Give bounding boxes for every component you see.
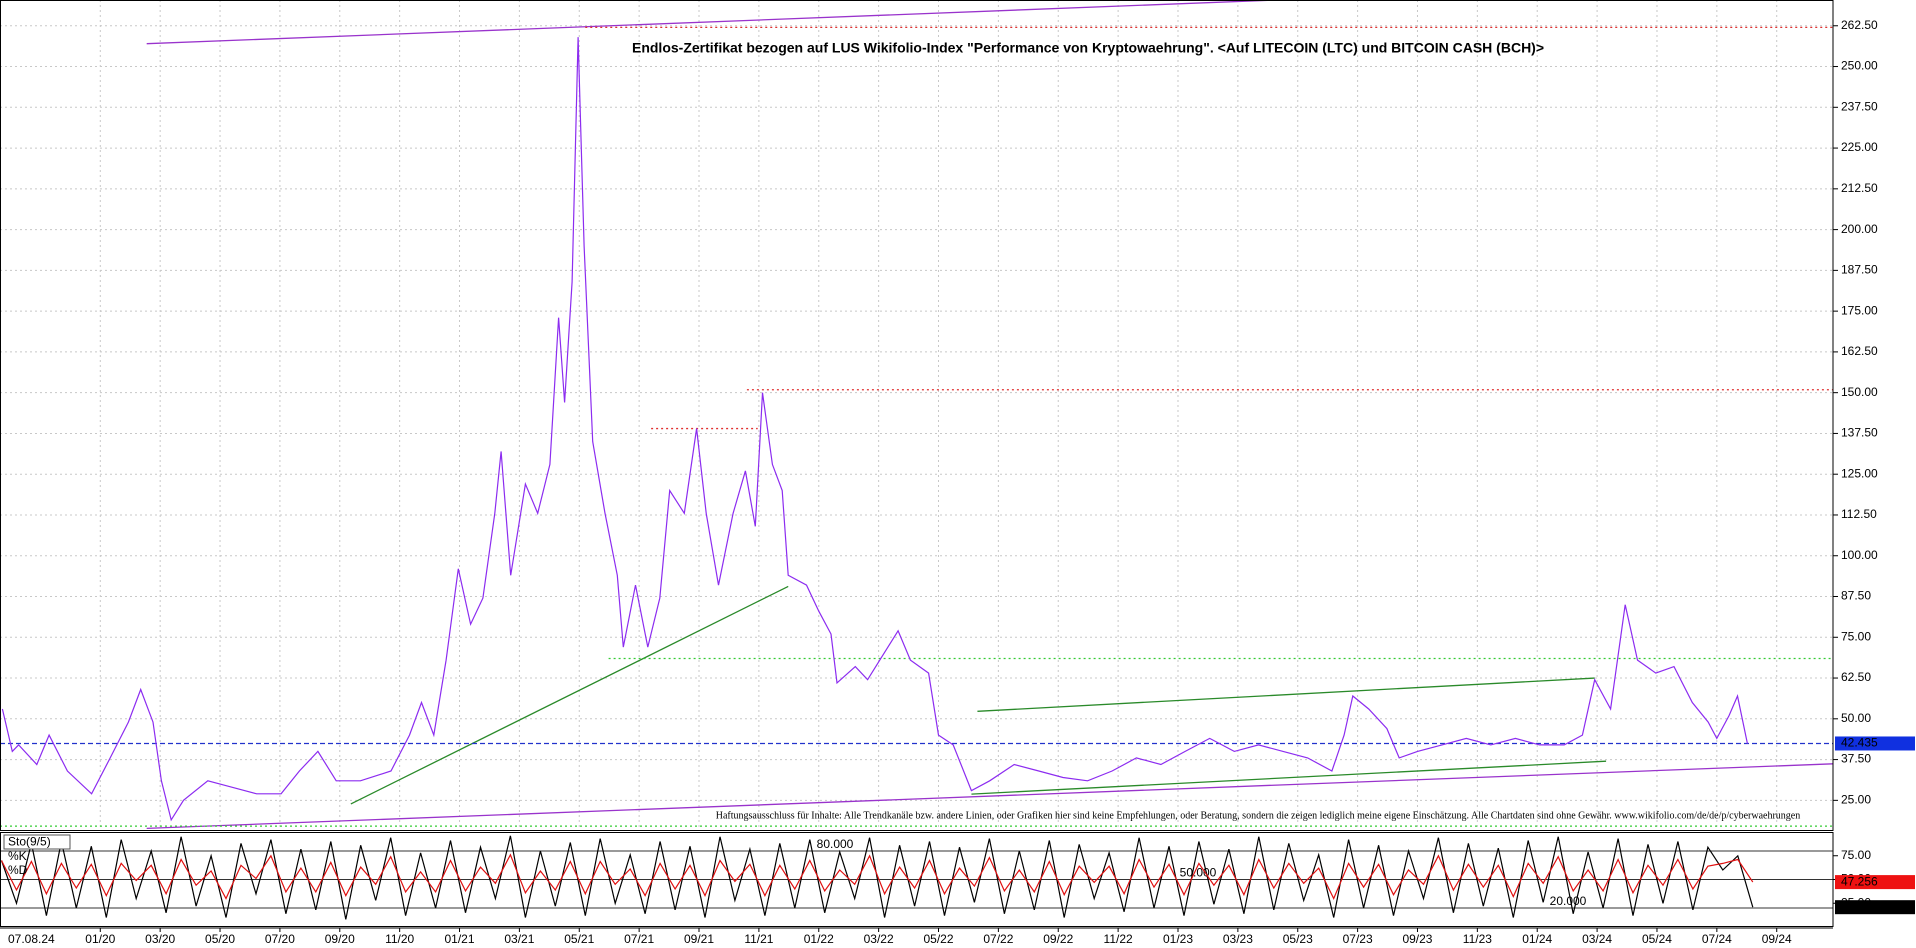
y-tick-label: 87.50: [1841, 589, 1871, 603]
x-tick-label: 01/24: [1522, 932, 1552, 946]
y-tick-label: 250.00: [1841, 59, 1878, 73]
x-tick-label: 11/20: [385, 932, 414, 946]
y-tick-label: 137.50: [1841, 426, 1878, 440]
y-tick-label: 175.00: [1841, 303, 1878, 317]
y-tick-label: 75.00: [1841, 629, 1871, 643]
last-value-label: 47.256: [1841, 874, 1878, 888]
y-tick-label: 225.00: [1841, 140, 1878, 154]
x-tick-label: 07/20: [265, 932, 295, 946]
y-tick-label: 37.50: [1841, 752, 1871, 766]
x-tick-label: 03/24: [1582, 932, 1612, 946]
y-tick-label: 25.00: [1841, 793, 1871, 807]
trendline: [146, 763, 1834, 830]
y-tick-label: 75.00: [1841, 848, 1871, 862]
legend-entry: %K: [8, 849, 27, 863]
x-tick-label: 01/23: [1163, 932, 1193, 946]
x-tick-label: 11/23: [1463, 932, 1492, 946]
y-tick-label: 50.00: [1841, 711, 1871, 725]
last-value-box: [1835, 875, 1915, 890]
indicator-box: [3, 834, 71, 850]
x-tick-label: 03/23: [1223, 932, 1253, 946]
x-tick-label: 05/21: [564, 932, 594, 946]
y-tick-label: 212.50: [1841, 181, 1878, 195]
x-tick-label: 05/23: [1283, 932, 1313, 946]
y-tick-label: 237.50: [1841, 99, 1878, 113]
x-tick-label: 01/20: [85, 932, 115, 946]
last-value-label: 42.435: [1841, 736, 1878, 750]
level-label: 50.000: [1180, 866, 1217, 880]
x-tick-label: 11/22: [1104, 932, 1133, 946]
last-value-box: [1835, 900, 1915, 915]
x-tick-label: 11/21: [744, 932, 773, 946]
x-tick-label: 01/22: [804, 932, 834, 946]
level-label: 80.000: [817, 837, 854, 851]
disclaimer: Haftungsausschluss für Inhalte: Alle Tre…: [716, 810, 1801, 821]
last-value-label: 20.852: [1841, 899, 1878, 913]
series-line: [0, 853, 1754, 900]
plot-frame: [0, 832, 1834, 927]
x-tick-label: 03/21: [504, 932, 534, 946]
x-tick-label: 03/22: [864, 932, 894, 946]
x-tick-label: 07/21: [624, 932, 654, 946]
y-tick-label: 162.50: [1841, 344, 1878, 358]
x-tick-label: 07/24: [1702, 932, 1732, 946]
trendline: [350, 585, 789, 805]
chart-title: Endlos-Zertifikat bezogen auf LUS Wikifo…: [632, 40, 1544, 56]
trendline: [977, 677, 1595, 712]
date-label: 07.08.24: [8, 932, 55, 946]
y-tick-label: 100.00: [1841, 548, 1878, 562]
x-tick-label: 07/23: [1343, 932, 1373, 946]
x-tick-label: 03/20: [145, 932, 175, 946]
trendline: [146, 0, 1277, 45]
y-tick-label: 200.00: [1841, 222, 1878, 236]
x-tick-label: 09/23: [1402, 932, 1432, 946]
x-tick-label: 01/21: [445, 932, 475, 946]
x-tick-label: 09/21: [684, 932, 714, 946]
y-tick-label: 150.00: [1841, 385, 1878, 399]
y-tick-label: 187.50: [1841, 263, 1878, 277]
x-tick-label: 09/20: [325, 932, 355, 946]
y-tick-label: 125.00: [1841, 466, 1878, 480]
x-tick-label: 09/24: [1762, 932, 1792, 946]
indicator-label: Sto(9/5): [8, 835, 51, 849]
series-line: [1, 37, 1748, 822]
x-tick-label: 09/22: [1043, 932, 1073, 946]
legend-entry: %D: [8, 863, 28, 877]
x-tick-label: 05/22: [923, 932, 953, 946]
trendline: [971, 760, 1607, 795]
x-tick-label: 05/24: [1642, 932, 1672, 946]
y-tick-label: 262.50: [1841, 18, 1878, 32]
last-value-box: [1835, 736, 1915, 751]
x-tick-label: 07/22: [983, 932, 1013, 946]
y-tick-label: 112.50: [1841, 507, 1877, 521]
plot-frame: [0, 0, 1834, 831]
x-tick-label: 05/20: [205, 932, 235, 946]
y-tick-label: 62.50: [1841, 670, 1871, 684]
level-label: 20.000: [1550, 894, 1587, 908]
